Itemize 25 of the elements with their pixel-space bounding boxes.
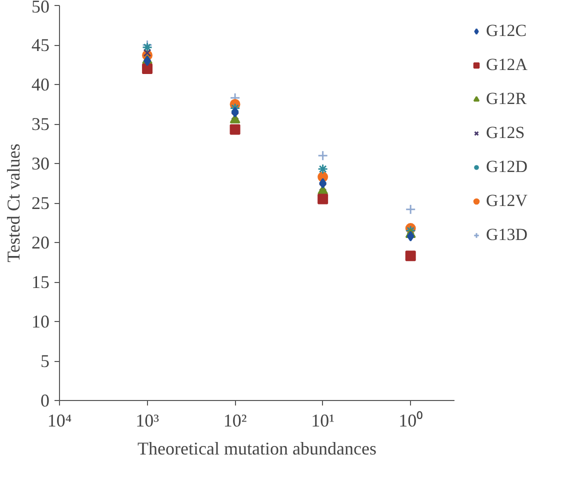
legend-label: G12V <box>486 191 528 211</box>
legend-label: G12R <box>486 89 527 109</box>
y-tick-label: 25 <box>32 193 50 213</box>
y-tick-label: 30 <box>32 154 50 174</box>
y-tick-label: 20 <box>32 232 50 252</box>
y-tick-label: 40 <box>32 74 50 94</box>
legend-label: G12A <box>486 55 528 75</box>
x-tick-label: 10³ <box>136 410 160 430</box>
y-tick-label: 50 <box>32 0 50 16</box>
x-tick-label: 10² <box>223 410 247 430</box>
y-tick-label: 10 <box>32 312 50 332</box>
legend-label: G13D <box>486 225 528 245</box>
legend-label: G12S <box>486 123 525 143</box>
legend-label: G12C <box>486 21 527 41</box>
x-tick-label: 10⁰ <box>398 410 423 430</box>
y-tick-label: 5 <box>40 351 50 371</box>
legend-label: G12D <box>486 157 528 177</box>
x-tick-label: 10¹ <box>311 410 335 430</box>
y-tick-label: 15 <box>32 272 50 292</box>
x-tick-label: 10⁴ <box>47 410 72 430</box>
y-tick-label: 35 <box>32 114 50 134</box>
y-tick-label: 0 <box>40 390 50 410</box>
y-tick-label: 45 <box>32 35 50 55</box>
x-axis-title: Theoretical mutation abundances <box>138 438 376 458</box>
y-axis-title: Tested Ct values <box>4 144 24 262</box>
